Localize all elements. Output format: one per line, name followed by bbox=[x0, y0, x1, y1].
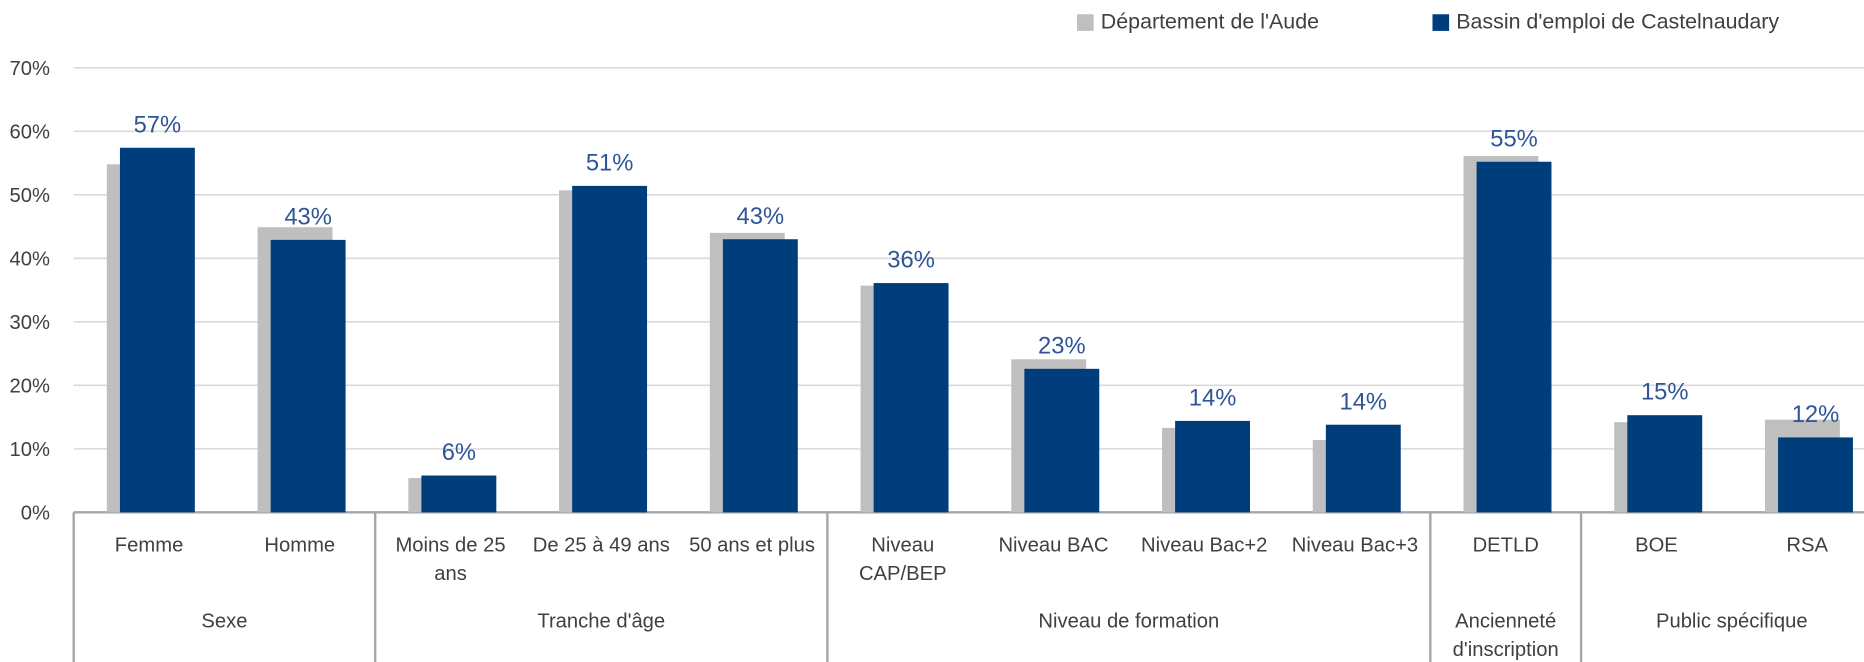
data-label: 12% bbox=[1792, 401, 1840, 428]
bar bbox=[722, 239, 798, 513]
y-tick-label: 10% bbox=[10, 439, 50, 461]
group-label: Sexe bbox=[201, 609, 248, 633]
legend-label: Bassin d'emploi de Castelnaudary bbox=[1456, 9, 1780, 34]
bar bbox=[119, 147, 195, 513]
x-tick-label: BOE bbox=[1635, 533, 1678, 557]
data-label: 55% bbox=[1490, 125, 1538, 152]
data-label: 36% bbox=[887, 247, 935, 274]
legend-label: Département de l'Aude bbox=[1100, 9, 1320, 34]
data-label: 14% bbox=[1189, 384, 1237, 411]
y-tick-label: 70% bbox=[10, 58, 50, 80]
bar bbox=[270, 239, 346, 513]
legend-item: Bassin d'emploi de Castelnaudary bbox=[1432, 10, 1779, 35]
data-label: 51% bbox=[586, 149, 634, 176]
y-tick-label: 20% bbox=[10, 375, 50, 397]
x-tick-label: Niveau BAC bbox=[998, 533, 1109, 557]
data-label: 14% bbox=[1340, 388, 1388, 415]
bar bbox=[1778, 437, 1853, 513]
y-tick-label: 30% bbox=[10, 312, 50, 334]
bar bbox=[1627, 415, 1703, 513]
y-tick-label: 0% bbox=[21, 502, 50, 524]
x-tick-label: RSA bbox=[1786, 533, 1828, 557]
legend-swatch bbox=[1077, 13, 1094, 31]
x-tick-label: De 25 à 49 ans bbox=[532, 533, 670, 557]
group-label: Tranche d'âge bbox=[537, 609, 666, 633]
group-label: Niveau de formation bbox=[1038, 609, 1220, 633]
x-tick-label: Moins de 25 ans bbox=[395, 533, 506, 585]
bar bbox=[572, 185, 648, 513]
group-label: Public spécifique bbox=[1655, 609, 1808, 633]
bar bbox=[1476, 161, 1552, 513]
data-label: 23% bbox=[1038, 332, 1086, 359]
legend-swatch bbox=[1432, 13, 1450, 31]
y-tick-label: 50% bbox=[10, 185, 50, 207]
bar bbox=[1175, 420, 1251, 513]
y-tick-label: 60% bbox=[10, 121, 50, 143]
bar bbox=[1024, 368, 1100, 513]
bar bbox=[1325, 424, 1401, 513]
y-tick-label: 40% bbox=[10, 248, 50, 270]
data-label: 43% bbox=[284, 203, 332, 230]
x-tick-label: Femme bbox=[114, 533, 184, 557]
x-tick-label: DETLD bbox=[1472, 533, 1539, 557]
x-tick-label: 50 ans et plus bbox=[689, 533, 815, 557]
group-label: Ancienneté d'inscription bbox=[1452, 609, 1559, 661]
x-tick-label: Niveau Bac+2 bbox=[1141, 533, 1268, 557]
data-label: 15% bbox=[1641, 379, 1689, 406]
data-label: 57% bbox=[134, 111, 182, 138]
bar bbox=[421, 475, 497, 513]
legend-item: Département de l'Aude bbox=[1077, 10, 1319, 35]
data-label: 6% bbox=[442, 439, 476, 466]
bar bbox=[873, 283, 949, 513]
x-tick-label: Niveau CAP/BEP bbox=[858, 533, 947, 585]
data-label: 43% bbox=[737, 203, 785, 230]
x-tick-label: Homme bbox=[264, 533, 336, 557]
x-tick-label: Niveau Bac+3 bbox=[1291, 533, 1419, 557]
